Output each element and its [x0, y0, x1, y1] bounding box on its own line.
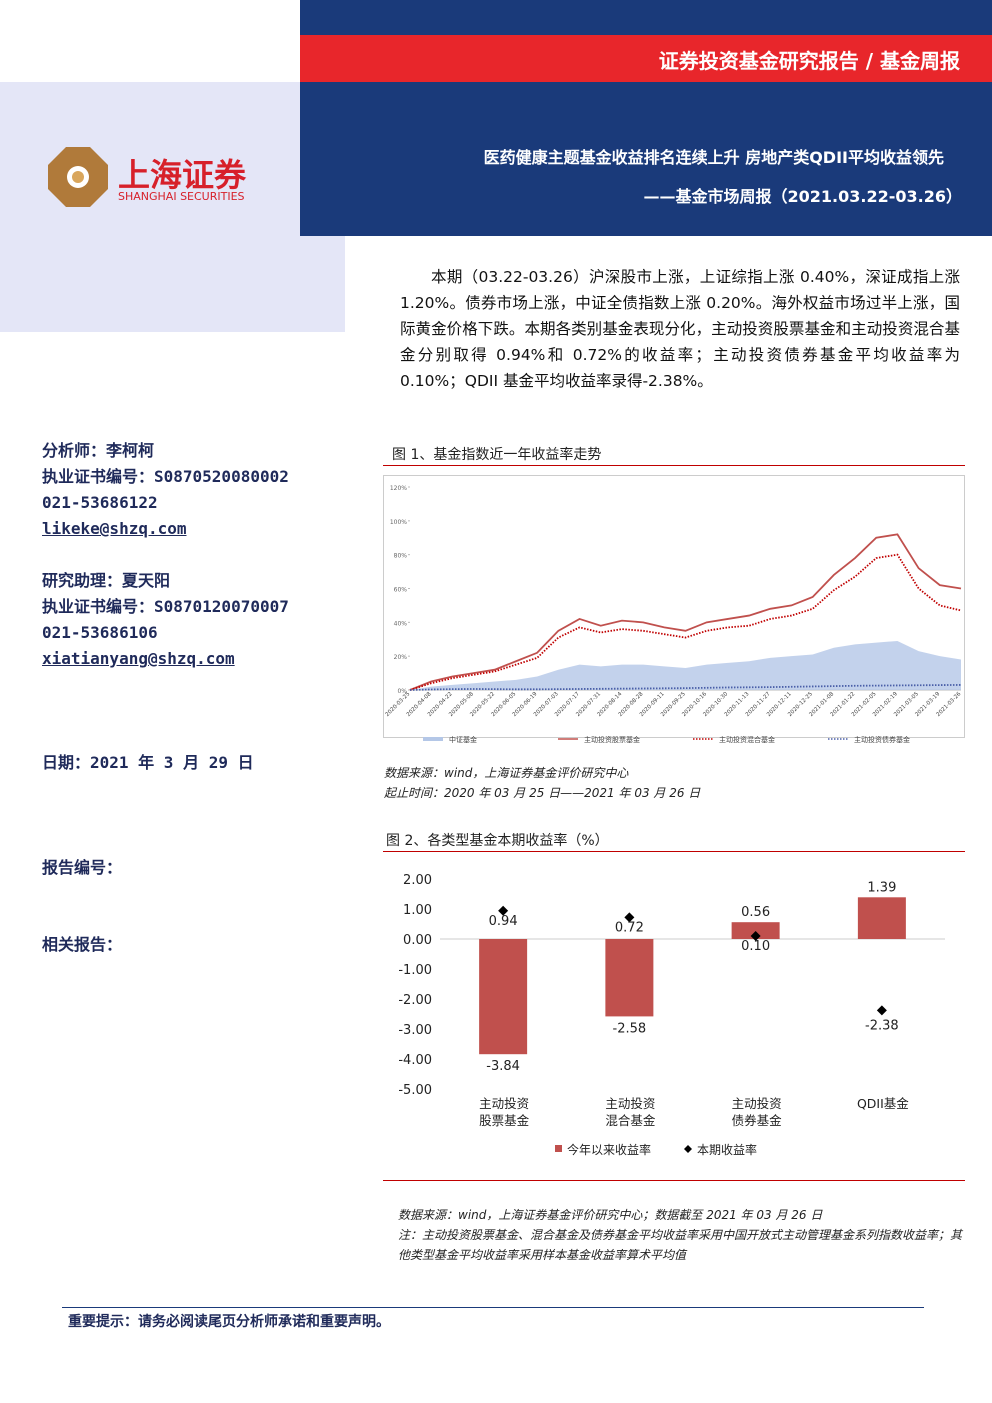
- legend-label: 主动投资债券基金: [854, 735, 910, 744]
- bar: [731, 922, 780, 939]
- cert: 执业证书编号：S0870520080002: [42, 467, 289, 486]
- y-tick-label: 60%: [394, 587, 408, 594]
- value-label: 0.10: [741, 939, 770, 954]
- value-label: -3.84: [486, 1059, 520, 1074]
- y-tick-label: -5.00: [398, 1083, 432, 1098]
- series-title: 证券投资基金研究报告 / 基金周报: [658, 49, 960, 73]
- rule: [62, 1307, 924, 1308]
- assistant: 研究助理：夏天阳: [42, 571, 171, 590]
- value-label: -2.58: [613, 1021, 647, 1036]
- area: [410, 640, 961, 690]
- y-tick-label: 100%: [390, 519, 407, 526]
- x-tick-label: QDII基金: [856, 1096, 909, 1111]
- logo-mark: [48, 147, 108, 207]
- source: 数据来源：wind，上海证券基金评价研究中心: [384, 766, 629, 780]
- cert: 执业证书编号：S0870120070007: [42, 597, 289, 616]
- y-tick-label: 20%: [394, 654, 408, 661]
- red-band: 证券投资基金研究报告 / 基金周报: [300, 35, 992, 82]
- y-tick-label: 2.00: [403, 873, 432, 888]
- value-label: 1.39: [867, 880, 896, 895]
- legend-label: 主动投资混合基金: [719, 735, 775, 744]
- point: [498, 905, 509, 916]
- figure-caption: 图 1、基金指数近一年收益率走势: [392, 447, 602, 463]
- line: [409, 553, 962, 691]
- chart: 2.00 1.00 0.00 -1.00 -2.00 -3.00 -4.00 -5.00 -3.…: [398, 873, 945, 1157]
- email[interactable]: likeke@shzq.com: [42, 519, 187, 538]
- source: 起止时间：2020 年 03 月 25 日——2021 年 03 月 26 日: [384, 786, 701, 800]
- logo-cn: 上海证券: [118, 156, 247, 194]
- value-label: 0.56: [741, 905, 770, 920]
- plot-frame: [383, 475, 965, 738]
- chart-wrap: 2.00 1.00 0.00 -1.00 -2.00 -3.00 -4.00 -5.00 -3.…: [383, 855, 965, 1175]
- line: [409, 684, 962, 691]
- legend-label: 本期收益率: [697, 1142, 757, 1157]
- y-tick-label: -4.00: [398, 1053, 432, 1068]
- note: 注：主动投资股票基金、混合基金及债券基金平均收益率采用中国开放式主动管理基金系列…: [398, 1228, 963, 1262]
- x-tick-label: 主动投资混合基金: [605, 1096, 656, 1128]
- top-band: [300, 0, 992, 35]
- logo-panel: 上海证券 SHANGHAI SECURITIES: [0, 82, 345, 332]
- value-label: -2.38: [865, 1018, 899, 1033]
- related: 相关报告：: [42, 935, 123, 954]
- y-tick-label: 40%: [394, 620, 408, 627]
- legend-swatch: [423, 737, 443, 741]
- phone: 021-53686106: [42, 623, 158, 642]
- point: [750, 931, 761, 941]
- report-subtitle: ——基金市场周报（2021.03.22-03.26）: [643, 187, 962, 206]
- x-tick-label: 主动投资股票基金: [479, 1096, 530, 1128]
- rule: [383, 851, 965, 852]
- logo-dot: [72, 171, 84, 183]
- y-tick-label: 0.00: [403, 933, 432, 948]
- y-tick-label: 80%: [394, 553, 408, 560]
- x-tick-label: 主动投资债券基金: [731, 1096, 782, 1128]
- report-no: 报告编号：: [42, 858, 123, 877]
- y-tick-label: 120%: [390, 485, 407, 492]
- analyst: 分析师：李柯柯: [42, 441, 155, 460]
- bar: [857, 897, 906, 939]
- source: 数据来源：wind，上海证券基金评价研究中心；数据截至 2021 年 03 月 …: [398, 1208, 823, 1222]
- point: [876, 1005, 887, 1016]
- y-tick-label: -1.00: [398, 963, 432, 978]
- sidebar: 分析师：李柯柯 执业证书编号：S0870520080002 021-536861…: [42, 438, 289, 672]
- line: [409, 533, 962, 691]
- rule: [383, 465, 965, 466]
- point: [624, 912, 635, 923]
- chart: 0%20%40%60%80%100%120%2020-03-252020-04-…: [383, 475, 965, 744]
- bar: [605, 939, 654, 1017]
- body-paragraph: 本期（03.22-03.26）沪深股市上涨，上证综指上涨 0.40%，深证成指上…: [400, 268, 960, 390]
- y-tick-label: 1.00: [403, 903, 432, 918]
- date: 日期：2021 年 3 月 29 日: [42, 753, 254, 772]
- y-tick-label: -2.00: [398, 993, 432, 1008]
- figure-caption: 图 2、各类型基金本期收益率（%）: [386, 833, 609, 849]
- phone: 021-53686122: [42, 493, 158, 512]
- bar: [479, 939, 528, 1055]
- logo-en: SHANGHAI SECURITIES: [118, 190, 245, 203]
- y-tick-label: 0%: [397, 688, 407, 695]
- footer-notice: 重要提示：请务必阅读尾页分析师承诺和重要声明。: [68, 1314, 390, 1330]
- legend-swatch: [684, 1145, 692, 1153]
- value-label: 0.72: [615, 920, 644, 935]
- legend-label: 主动投资股票基金: [584, 735, 640, 744]
- rule: [383, 1180, 965, 1181]
- report-title: 医药健康主题基金收益排名连续上升 房地产类QDII平均收益领先: [483, 148, 944, 167]
- legend-swatch: [555, 1145, 562, 1152]
- legend-label: 中证基金: [449, 735, 477, 744]
- legend-label: 今年以来收益率: [567, 1142, 651, 1157]
- y-tick-label: -3.00: [398, 1023, 432, 1038]
- title-band: 医药健康主题基金收益排名连续上升 房地产类QDII平均收益领先 ——基金市场周报…: [300, 82, 992, 236]
- value-label: 0.94: [489, 914, 518, 929]
- email[interactable]: xiatianyang@shzq.com: [42, 649, 235, 668]
